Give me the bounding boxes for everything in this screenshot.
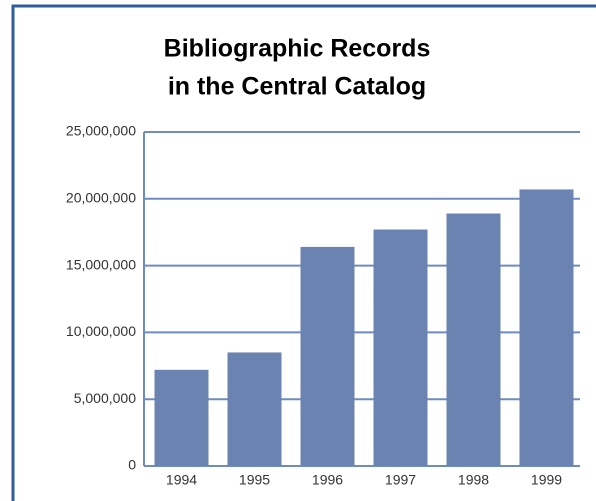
x-tick-label: 1996	[312, 472, 343, 488]
y-tick-label: 25,000,000	[66, 123, 136, 139]
bar	[519, 189, 574, 466]
y-tick-label: 10,000,000	[66, 323, 136, 339]
bar	[300, 246, 355, 466]
x-tick-label: 1998	[458, 472, 489, 488]
chart-title: Bibliographic Records	[164, 35, 431, 63]
bar	[227, 352, 282, 466]
y-tick-label: 15,000,000	[66, 256, 136, 272]
x-tick-label: 1999	[531, 472, 562, 488]
y-tick-label: 0	[128, 457, 136, 473]
bar	[154, 369, 209, 466]
bar	[446, 213, 501, 466]
x-tick-label: 1997	[385, 472, 416, 488]
x-tick-label: 1994	[166, 472, 197, 488]
chart-title: in the Central Catalog	[168, 73, 426, 101]
bar	[373, 229, 428, 466]
y-tick-label: 5,000,000	[74, 390, 136, 406]
frame	[11, 4, 596, 501]
y-tick-label: 20,000,000	[66, 190, 136, 206]
x-tick-label: 1995	[239, 472, 270, 488]
